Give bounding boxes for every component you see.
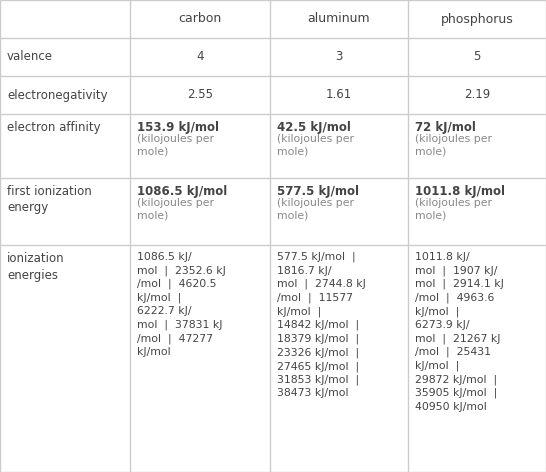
Text: 1.61: 1.61	[326, 89, 352, 101]
Text: (kilojoules per
mole): (kilojoules per mole)	[137, 134, 214, 157]
Text: (kilojoules per
mole): (kilojoules per mole)	[415, 134, 492, 157]
Text: 577.5 kJ/mol  |
1816.7 kJ/
mol  |  2744.8 kJ
/mol  |  11577
kJ/mol  |
14842 kJ/m: 577.5 kJ/mol | 1816.7 kJ/ mol | 2744.8 k…	[277, 252, 366, 398]
Text: 1011.8 kJ/
mol  |  1907 kJ/
mol  |  2914.1 kJ
/mol  |  4963.6
kJ/mol  |
6273.9 k: 1011.8 kJ/ mol | 1907 kJ/ mol | 2914.1 k…	[415, 252, 504, 412]
Text: 2.55: 2.55	[187, 89, 213, 101]
Text: 1086.5 kJ/
mol  |  2352.6 kJ
/mol  |  4620.5
kJ/mol  |
6222.7 kJ/
mol  |  37831 : 1086.5 kJ/ mol | 2352.6 kJ /mol | 4620.5…	[137, 252, 226, 357]
Text: phosphorus: phosphorus	[441, 12, 513, 25]
Text: electron affinity: electron affinity	[7, 121, 100, 134]
Text: valence: valence	[7, 51, 53, 64]
Text: electronegativity: electronegativity	[7, 89, 108, 101]
Text: 153.9 kJ/mol: 153.9 kJ/mol	[137, 121, 219, 134]
Text: 42.5 kJ/mol: 42.5 kJ/mol	[277, 121, 351, 134]
Text: 2.19: 2.19	[464, 89, 490, 101]
Text: (kilojoules per
mole): (kilojoules per mole)	[137, 198, 214, 221]
Text: 1086.5 kJ/mol: 1086.5 kJ/mol	[137, 185, 227, 198]
Text: (kilojoules per
mole): (kilojoules per mole)	[415, 198, 492, 221]
Text: 577.5 kJ/mol: 577.5 kJ/mol	[277, 185, 359, 198]
Text: carbon: carbon	[179, 12, 222, 25]
Text: (kilojoules per
mole): (kilojoules per mole)	[277, 134, 354, 157]
Text: 1011.8 kJ/mol: 1011.8 kJ/mol	[415, 185, 505, 198]
Text: 72 kJ/mol: 72 kJ/mol	[415, 121, 476, 134]
Text: (kilojoules per
mole): (kilojoules per mole)	[277, 198, 354, 221]
Text: 4: 4	[196, 51, 204, 64]
Text: aluminum: aluminum	[308, 12, 370, 25]
Text: 3: 3	[335, 51, 343, 64]
Text: ionization
energies: ionization energies	[7, 252, 64, 281]
Text: 5: 5	[473, 51, 480, 64]
Text: first ionization
energy: first ionization energy	[7, 185, 92, 214]
